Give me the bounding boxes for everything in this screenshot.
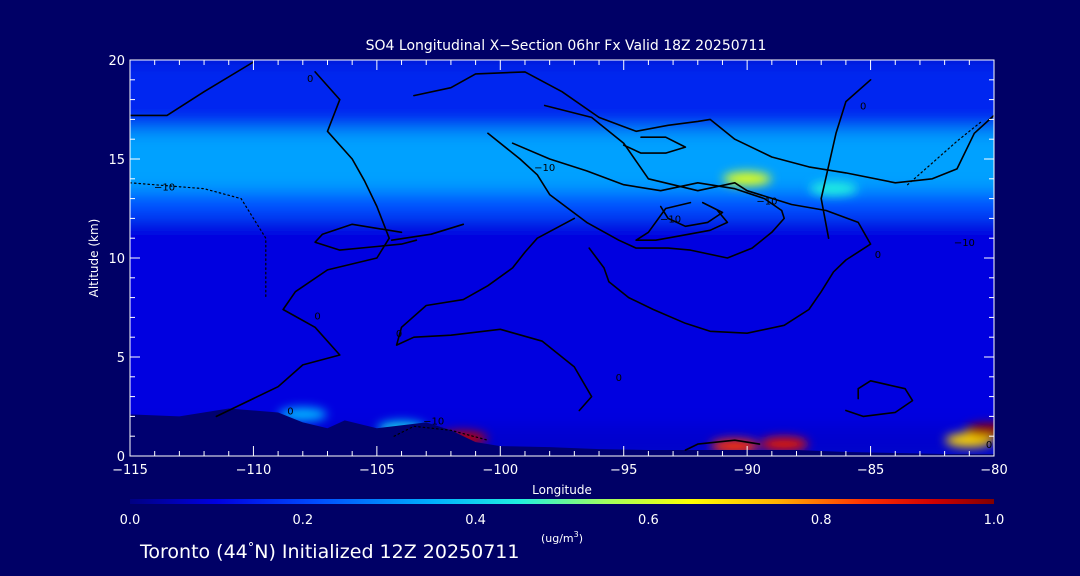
- contour-line: [395, 217, 593, 412]
- y-tick-label: 15: [108, 153, 125, 168]
- colorbar-unit-sup: 3: [574, 530, 579, 539]
- x-tick-label: −85: [857, 463, 884, 478]
- contour-label: 0: [616, 373, 622, 384]
- contour-label: −10: [756, 197, 777, 208]
- contour-label: 0: [875, 250, 881, 261]
- x-tick-label: −105: [359, 463, 395, 478]
- contour-label: −10: [423, 416, 444, 427]
- contour-line: [659, 201, 724, 228]
- contours: [130, 61, 994, 451]
- contour-label: 0: [396, 329, 402, 340]
- contour-label: −10: [954, 238, 975, 249]
- colorbar-unit-close: ): [579, 532, 583, 545]
- heat-bands: [130, 60, 994, 456]
- heat-blob: [760, 437, 809, 452]
- contour-label: −10: [534, 163, 555, 174]
- terrain: [130, 408, 994, 456]
- run-info-footer: Toronto (44°N) Initialized 12Z 20250711: [140, 541, 520, 563]
- colorbar: [130, 499, 994, 504]
- contour-label: 0: [287, 406, 293, 417]
- x-tick-label: −110: [236, 463, 272, 478]
- colorbar-tick-label: 0.4: [465, 513, 486, 528]
- heat-band: [130, 129, 994, 193]
- x-axis-label: Longitude: [532, 483, 592, 497]
- contour-line: [390, 223, 465, 241]
- y-tick-label: 0: [117, 450, 125, 465]
- contour-label: −10: [154, 183, 175, 194]
- contour-line: [635, 201, 729, 241]
- contour-line: [130, 61, 255, 117]
- contour-label: 0: [860, 102, 866, 113]
- contour-label: 0: [314, 311, 320, 322]
- y-tick-label: 20: [108, 54, 125, 69]
- contour-line: [820, 79, 872, 239]
- y-tick-label: 10: [108, 252, 125, 267]
- x-tick-label: −95: [610, 463, 637, 478]
- contour-line: [215, 71, 391, 418]
- contour-line: [487, 132, 786, 259]
- contour-line: [393, 425, 489, 441]
- footer-prefix: Toronto (44: [140, 541, 248, 563]
- contour-line: [413, 71, 994, 184]
- contour-label: 0: [307, 74, 313, 85]
- contour-label: −10: [660, 214, 681, 225]
- y-axis: 0 5 10 15 20: [108, 54, 994, 465]
- colorbar-tick-label: 0.6: [638, 513, 659, 528]
- heat-band: [130, 192, 994, 219]
- plot-area: 0 −10 −10 −10 −10 0 0 −10 0 0 0 −10 0 0: [130, 60, 994, 456]
- colorbar-tick-label: 0.0: [120, 513, 141, 528]
- chart-title: SO4 Longitudinal X−Section 06hr Fx Valid…: [366, 38, 767, 54]
- colorbar-ticks: 0.0 0.2 0.4 0.6 0.8 1.0: [120, 513, 1005, 528]
- y-tick-label: 5: [117, 351, 125, 366]
- x-tick-label: −80: [980, 463, 1007, 478]
- x-tick-label: −115: [112, 463, 148, 478]
- contour-line: [684, 439, 761, 451]
- contour-line: [543, 104, 872, 335]
- y-axis-label: Altitude (km): [87, 219, 101, 298]
- contour-line: [845, 379, 914, 418]
- heat-band: [130, 60, 994, 130]
- x-tick-label: −100: [482, 463, 518, 478]
- heat-blob: [809, 181, 858, 196]
- colorbar-tick-label: 1.0: [984, 513, 1005, 528]
- contour-line: [622, 136, 687, 154]
- footer-suffix: N) Initialized 12Z 20250711: [254, 541, 520, 563]
- contour-line: [906, 120, 983, 186]
- contour-label: 0: [986, 440, 992, 451]
- colorbar-unit: (ug/m3): [541, 530, 583, 545]
- heat-band: [130, 218, 994, 427]
- footer-degree: °: [247, 541, 255, 556]
- x-axis: −115 −110 −105 −100 −95 −90 −85 −80: [112, 60, 1008, 478]
- contour-line: [130, 182, 267, 299]
- colorbar-tick-label: 0.2: [292, 513, 313, 528]
- heat-blob: [965, 423, 994, 438]
- x-tick-label: −90: [733, 463, 760, 478]
- colorbar-tick-label: 0.8: [811, 513, 832, 528]
- contour-line: [314, 223, 418, 251]
- colorbar-unit-base: (ug/m: [541, 532, 574, 545]
- contour-labels: 0 −10 −10 −10 −10 0 0 −10 0 0 0 −10 0 0: [154, 74, 992, 451]
